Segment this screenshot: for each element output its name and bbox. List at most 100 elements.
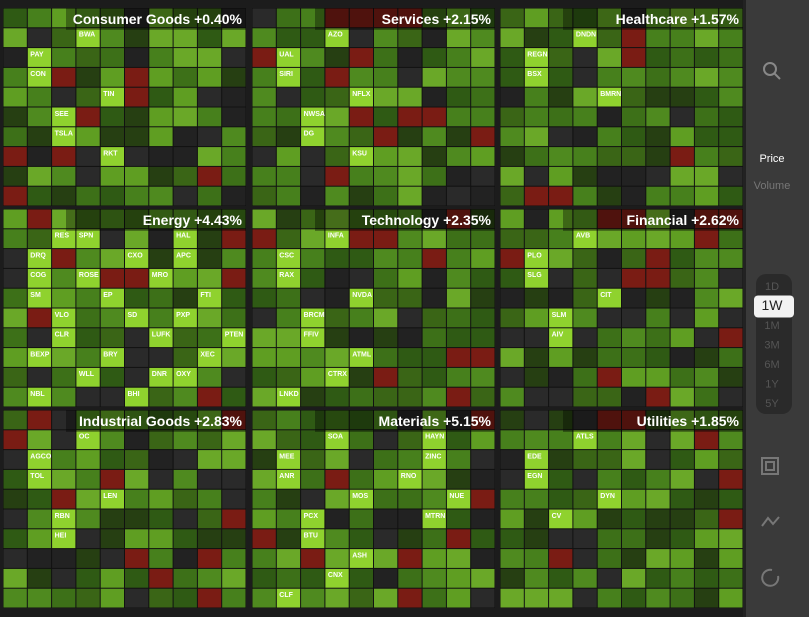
stock-tile[interactable] [622, 430, 646, 450]
stock-tile[interactable] [573, 410, 597, 430]
stock-tile[interactable] [222, 549, 246, 568]
stock-tile[interactable] [27, 489, 52, 509]
stock-tile[interactable] [524, 509, 549, 529]
stock-tile[interactable] [301, 469, 325, 489]
stock-tile[interactable] [349, 147, 373, 166]
stock-tile[interactable] [349, 8, 373, 28]
stock-tile[interactable] [524, 147, 549, 166]
stock-tile[interactable] [398, 249, 422, 268]
stock-tile[interactable] [276, 288, 301, 308]
stock-tile[interactable] [719, 430, 743, 450]
stock-tile[interactable] [719, 48, 743, 67]
stock-tile[interactable] [197, 229, 222, 249]
stock-tile[interactable] [446, 209, 471, 229]
chart-icon[interactable] [761, 516, 780, 527]
stock-tile[interactable] [500, 209, 524, 229]
stock-tile[interactable] [422, 67, 446, 87]
stock-tile[interactable] [524, 67, 549, 87]
stock-tile[interactable] [622, 48, 646, 67]
stock-tile[interactable] [573, 588, 597, 608]
stock-tile[interactable] [573, 529, 597, 549]
stock-tile[interactable] [3, 209, 27, 229]
stock-tile[interactable] [422, 229, 446, 249]
stock-tile[interactable] [446, 348, 471, 367]
stock-tile[interactable] [197, 209, 222, 229]
stock-tile[interactable] [670, 268, 694, 288]
stock-tile[interactable] [398, 209, 422, 229]
stock-tile[interactable] [3, 387, 27, 407]
stock-tile[interactable] [222, 367, 246, 387]
stock-tile[interactable] [222, 87, 246, 107]
stock-tile[interactable] [500, 48, 524, 67]
stock-tile[interactable] [125, 229, 149, 249]
stock-tile[interactable] [422, 489, 446, 509]
stock-tile[interactable] [149, 308, 173, 328]
stock-tile[interactable] [670, 489, 694, 509]
stock-tile[interactable] [301, 229, 325, 249]
stock-tile[interactable] [173, 87, 197, 107]
stock-tile[interactable] [252, 229, 276, 249]
stock-tile[interactable] [500, 410, 524, 430]
stock-tile[interactable] [27, 529, 52, 549]
stock-tile[interactable] [597, 48, 621, 67]
stock-tile[interactable] [76, 127, 100, 147]
stock-tile[interactable] [125, 387, 149, 407]
stock-tile[interactable] [646, 229, 670, 249]
stock-tile[interactable] [524, 367, 549, 387]
stock-tile[interactable] [670, 529, 694, 549]
stock-tile[interactable] [100, 387, 124, 407]
stock-tile[interactable] [398, 28, 422, 48]
stock-tile[interactable] [301, 387, 325, 407]
stock-tile[interactable] [173, 430, 197, 450]
stock-tile[interactable] [149, 127, 173, 147]
stock-tile[interactable] [276, 509, 301, 529]
stock-tile[interactable] [422, 367, 446, 387]
stock-tile[interactable] [622, 568, 646, 588]
stock-tile[interactable] [500, 28, 524, 48]
stock-tile[interactable] [573, 28, 597, 48]
stock-tile[interactable] [549, 529, 573, 549]
stock-tile[interactable] [524, 288, 549, 308]
stock-tile[interactable] [125, 268, 149, 288]
stock-tile[interactable] [3, 509, 27, 529]
stock-tile[interactable] [549, 430, 573, 450]
stock-tile[interactable] [301, 87, 325, 107]
stock-tile[interactable] [500, 509, 524, 529]
stock-tile[interactable] [670, 469, 694, 489]
stock-tile[interactable] [622, 529, 646, 549]
stock-tile[interactable] [27, 348, 52, 367]
stock-tile[interactable] [374, 568, 398, 588]
stock-tile[interactable] [670, 410, 694, 430]
stock-tile[interactable] [76, 430, 100, 450]
stock-tile[interactable] [549, 87, 573, 107]
stock-tile[interactable] [52, 268, 76, 288]
stock-tile[interactable] [524, 450, 549, 469]
stock-tile[interactable] [446, 67, 471, 87]
stock-tile[interactable] [374, 209, 398, 229]
stock-tile[interactable] [500, 87, 524, 107]
stock-tile[interactable] [52, 308, 76, 328]
stock-tile[interactable] [622, 229, 646, 249]
stock-tile[interactable] [398, 489, 422, 509]
stock-tile[interactable] [149, 367, 173, 387]
stock-tile[interactable] [597, 529, 621, 549]
stock-tile[interactable] [3, 67, 27, 87]
stock-tile[interactable] [719, 568, 743, 588]
stock-tile[interactable] [573, 568, 597, 588]
stock-tile[interactable] [398, 67, 422, 87]
stock-tile[interactable] [422, 48, 446, 67]
stock-tile[interactable] [52, 549, 76, 568]
stock-tile[interactable] [27, 469, 52, 489]
stock-tile[interactable] [76, 166, 100, 186]
stock-tile[interactable] [349, 348, 373, 367]
stock-tile[interactable] [422, 28, 446, 48]
stock-tile[interactable] [349, 410, 373, 430]
stock-tile[interactable] [524, 410, 549, 430]
stock-tile[interactable] [719, 509, 743, 529]
stock-tile[interactable] [197, 469, 222, 489]
stock-tile[interactable] [446, 430, 471, 450]
metric-option[interactable]: Price [759, 153, 784, 165]
stock-tile[interactable] [349, 489, 373, 509]
stock-tile[interactable] [173, 127, 197, 147]
stock-tile[interactable] [76, 268, 100, 288]
